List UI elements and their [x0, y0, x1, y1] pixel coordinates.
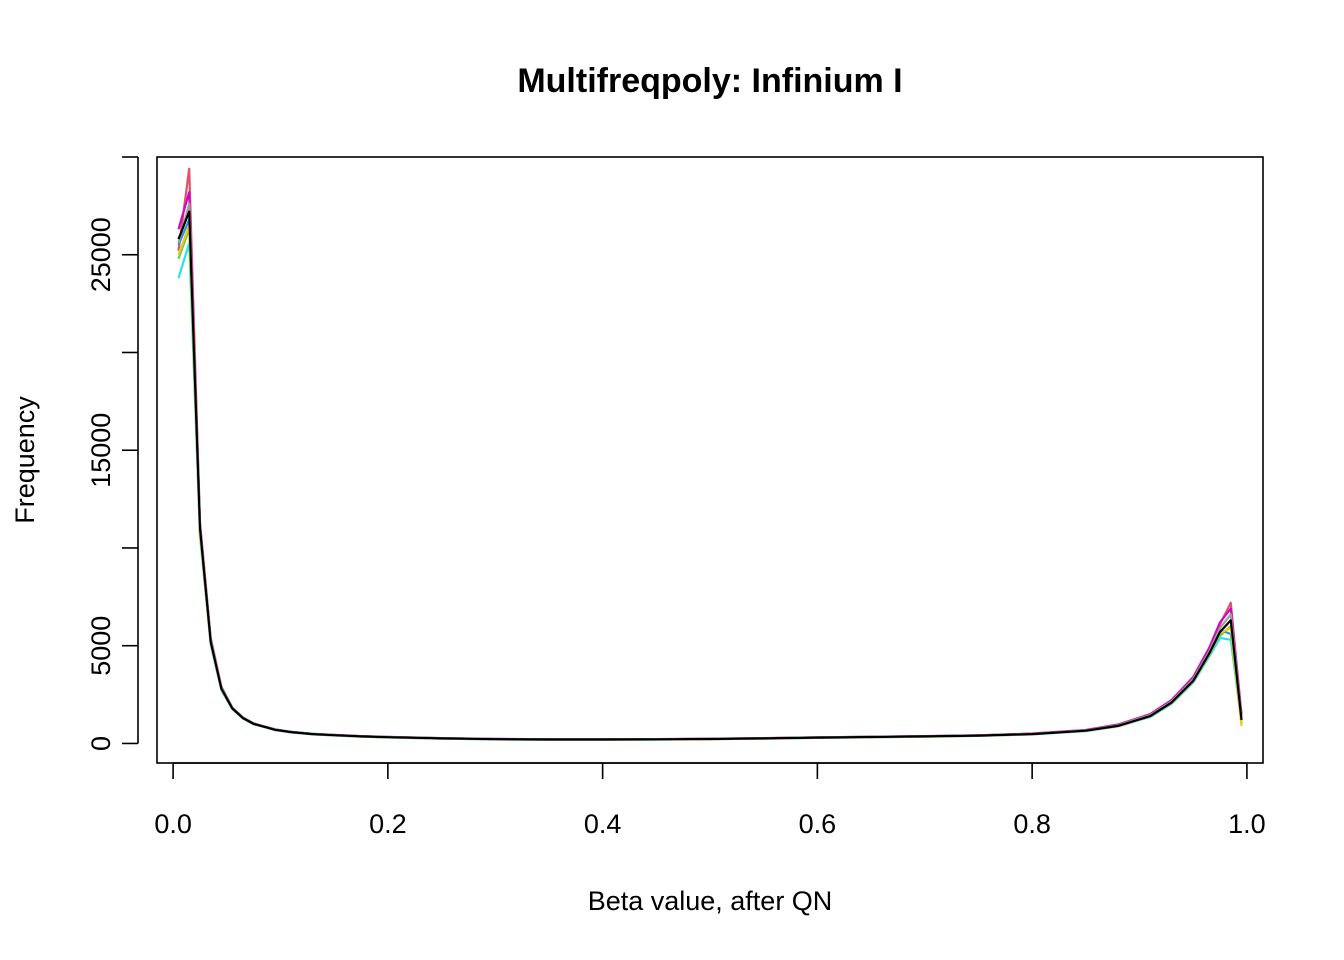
y-tick-label: 15000 [86, 413, 116, 488]
series-layer [177, 167, 1243, 741]
y-tick-label: 0 [86, 736, 116, 751]
y-tick-label: 25000 [86, 217, 116, 292]
series-line-1 [177, 210, 1243, 741]
series-line-8 [177, 202, 1243, 741]
series-line-4 [177, 218, 1243, 741]
y-axis: 0 5000 15000 25000 [86, 156, 139, 751]
x-tick-label: 1.0 [1228, 809, 1266, 839]
y-tick-label: 5000 [86, 616, 116, 676]
x-tick-label: 0.2 [369, 809, 407, 839]
plot-frame [156, 156, 1264, 764]
series-line-7 [177, 224, 1243, 741]
x-tick-label: 0.4 [584, 809, 622, 839]
x-tick-label: 0.8 [1013, 809, 1051, 839]
series-line-3 [177, 228, 1243, 741]
series-line-5 [177, 241, 1243, 741]
x-tick-label: 0.6 [799, 809, 837, 839]
x-axis: 0.0 0.2 0.4 0.6 0.8 1.0 [154, 762, 1266, 839]
x-axis-label: Beta value, after QN [588, 886, 833, 916]
x-tick-label: 0.0 [154, 809, 192, 839]
series-line-2 [177, 167, 1243, 741]
y-axis-label: Frequency [10, 396, 40, 524]
series-line-6 [177, 191, 1243, 741]
chart-title: Multifreqpoly: Infinium I [517, 62, 902, 100]
